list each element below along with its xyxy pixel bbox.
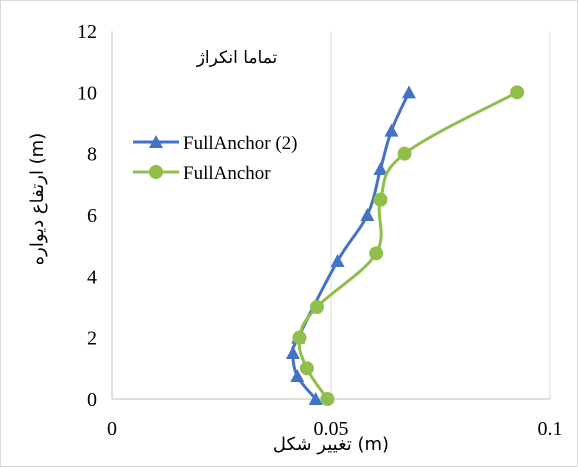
y-axis-title: ارتفاع دیواره (m) (27, 133, 48, 266)
series-1 (285, 85, 416, 405)
data-point (369, 246, 384, 261)
x-tick-label: 0 (107, 418, 117, 440)
legend-marker-series-1 (149, 135, 163, 148)
y-tick-label: 8 (87, 144, 97, 166)
y-tick-label: 10 (77, 82, 97, 104)
data-point (292, 330, 307, 345)
data-point (373, 162, 388, 175)
data-point (373, 192, 388, 207)
x-tick-label: 0.05 (314, 418, 349, 440)
legend-marker-series-2 (149, 165, 163, 179)
data-point (510, 85, 525, 100)
tick-labels: 0 0.05 0.1 0 2 4 6 8 10 12 (77, 21, 563, 440)
data-point (384, 123, 399, 137)
data-point (360, 208, 375, 221)
x-tick-label: 0.1 (538, 418, 563, 440)
legend: FullAnchor (2) FullAnchor (133, 133, 298, 184)
data-point (330, 254, 345, 267)
series-layer (285, 85, 525, 406)
legend-label-series-1: FullAnchor (2) (183, 133, 298, 154)
y-tick-label: 6 (87, 205, 97, 227)
data-point (320, 392, 335, 406)
series-line (291, 91, 411, 400)
data-point (309, 300, 324, 314)
legend-label-series-2: FullAnchor (183, 163, 271, 184)
series-line (297, 91, 518, 400)
y-tick-label: 0 (87, 389, 97, 411)
data-point (285, 346, 300, 359)
gridlines (330, 31, 551, 399)
x-axis-title: تغییر شکل (m) (273, 434, 389, 455)
y-tick-label: 2 (87, 328, 97, 350)
chart-title: تماما انکراژ (196, 48, 278, 68)
y-tick-label: 4 (87, 266, 97, 288)
data-point (397, 146, 412, 161)
data-point (299, 361, 314, 376)
y-tick-label: 12 (77, 21, 97, 43)
data-point (290, 369, 305, 382)
data-point (308, 392, 323, 405)
data-point (401, 85, 416, 99)
series-2 (292, 85, 525, 406)
